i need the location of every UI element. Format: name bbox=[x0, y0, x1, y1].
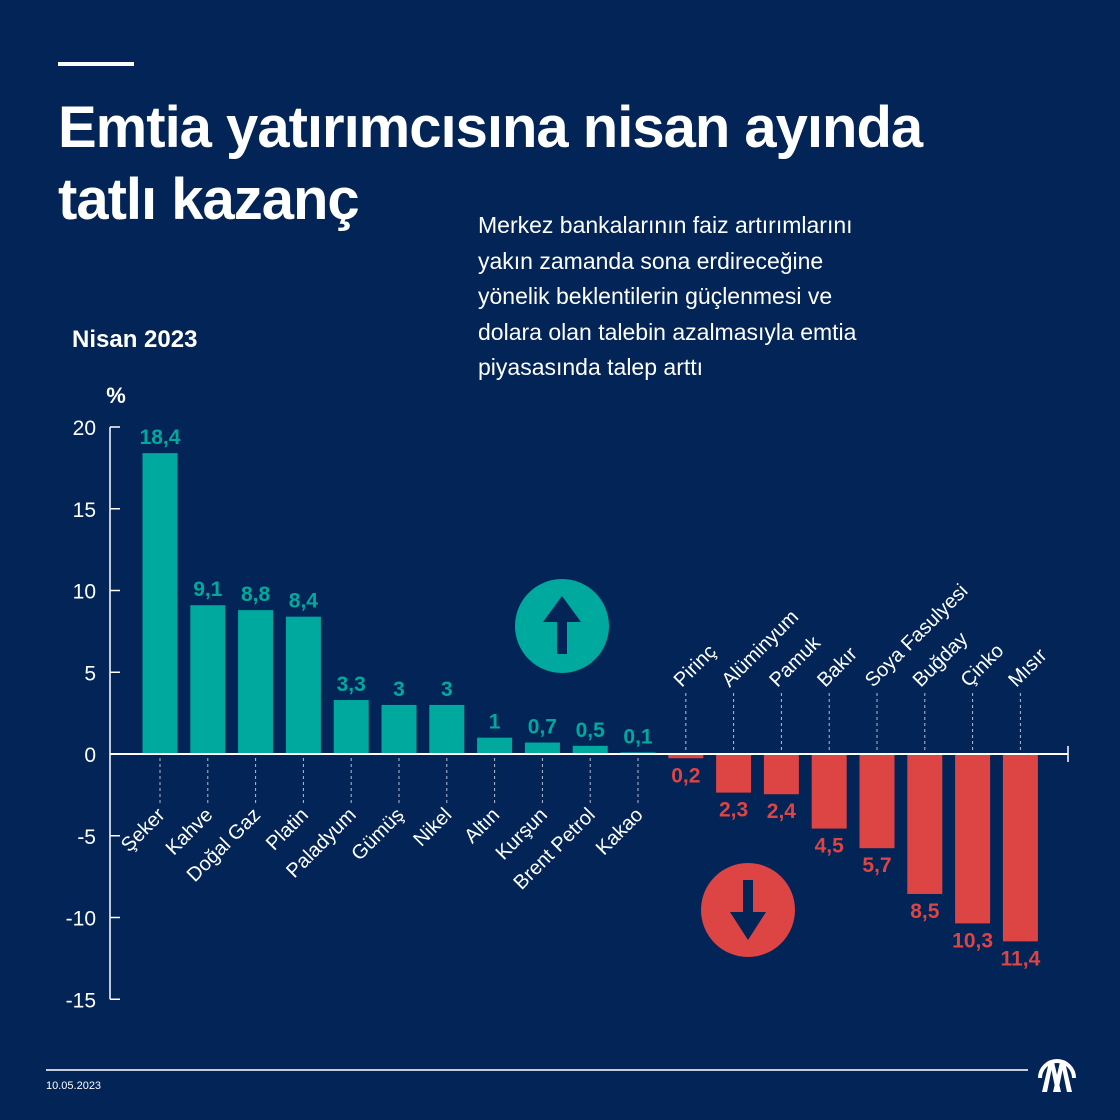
data-label: 1 bbox=[489, 711, 501, 734]
bar-Paladyum bbox=[333, 700, 369, 754]
data-label: 3,3 bbox=[337, 673, 366, 696]
data-label: 8,8 bbox=[241, 583, 271, 606]
bar-Brent Petrol bbox=[572, 745, 608, 754]
y-axis-label: % bbox=[106, 383, 126, 408]
data-label: 0,5 bbox=[576, 719, 606, 742]
bar-Alüminyum bbox=[716, 755, 752, 793]
data-label: 3 bbox=[441, 678, 453, 701]
category-label: Pirinç bbox=[670, 641, 721, 692]
title-line-2: tatlı kazanç bbox=[58, 167, 360, 232]
data-label: 0,2 bbox=[671, 764, 700, 787]
data-label: 2,3 bbox=[719, 799, 748, 822]
data-label: 18,4 bbox=[140, 426, 181, 449]
title-line-1: Emtia yatırımcısına nisan ayında bbox=[58, 95, 923, 160]
category-label: Gümüş bbox=[347, 804, 408, 865]
y-tick-label: -15 bbox=[66, 989, 96, 1012]
data-label: 0,7 bbox=[528, 716, 557, 739]
bar-Kahve bbox=[190, 605, 226, 754]
data-label: 3 bbox=[393, 678, 405, 701]
y-tick-label: 20 bbox=[73, 417, 96, 440]
bar-Mısır bbox=[1002, 755, 1038, 942]
y-tick-label: 0 bbox=[84, 744, 96, 767]
bar-Altın bbox=[477, 737, 513, 754]
category-label: Şeker bbox=[117, 804, 170, 857]
bar-Kurşun bbox=[524, 742, 560, 754]
arrow-up-icon-glyph bbox=[543, 596, 581, 654]
y-tick-label: 15 bbox=[73, 499, 96, 522]
category-label: Kakao bbox=[592, 804, 648, 860]
arrow-down-icon-glyph bbox=[730, 880, 766, 940]
category-label: Nikel bbox=[409, 804, 456, 851]
bar-Pirinç bbox=[668, 755, 704, 759]
data-label: 2,4 bbox=[767, 800, 797, 823]
bar-Çinko bbox=[955, 755, 991, 924]
bar-Pamuk bbox=[763, 755, 799, 795]
category-label: Mısır bbox=[1004, 644, 1051, 691]
category-label: Altın bbox=[460, 804, 504, 848]
y-tick-label: 5 bbox=[84, 662, 96, 685]
aa-logo bbox=[1038, 1059, 1076, 1092]
data-label: 11,4 bbox=[1001, 947, 1041, 970]
title-accent-bar bbox=[58, 62, 134, 66]
bar-Nikel bbox=[429, 704, 465, 754]
description: Merkez bankalarının faiz artırımlarını y… bbox=[478, 212, 857, 380]
y-tick-label: -5 bbox=[77, 826, 96, 849]
data-label: 8,4 bbox=[289, 590, 319, 613]
y-tick-label: -10 bbox=[66, 908, 96, 931]
page-title: Emtia yatırımcısına nisan ayında tatlı ka… bbox=[58, 92, 923, 236]
bar-Bakır bbox=[811, 755, 847, 829]
date: 10.05.2023 bbox=[46, 1080, 102, 1092]
data-label: 4,5 bbox=[815, 835, 845, 858]
bar-Buğday bbox=[907, 755, 943, 894]
bar-Şeker bbox=[142, 453, 178, 754]
data-label: 9,1 bbox=[193, 578, 223, 601]
bar-Platin bbox=[285, 616, 321, 754]
bar-Gümüş bbox=[381, 704, 417, 754]
y-tick-label: 10 bbox=[73, 581, 96, 604]
chart-subtitle: Nisan 2023 bbox=[72, 326, 198, 353]
bar-Soya Fasulyesi bbox=[859, 755, 895, 849]
footer-divider bbox=[46, 1069, 1028, 1071]
data-label: 8,5 bbox=[910, 900, 940, 923]
data-label: 5,7 bbox=[862, 854, 891, 877]
data-label: 10,3 bbox=[952, 929, 993, 952]
bar-Doğal Gaz bbox=[238, 610, 274, 754]
data-label: 0,1 bbox=[623, 725, 653, 748]
